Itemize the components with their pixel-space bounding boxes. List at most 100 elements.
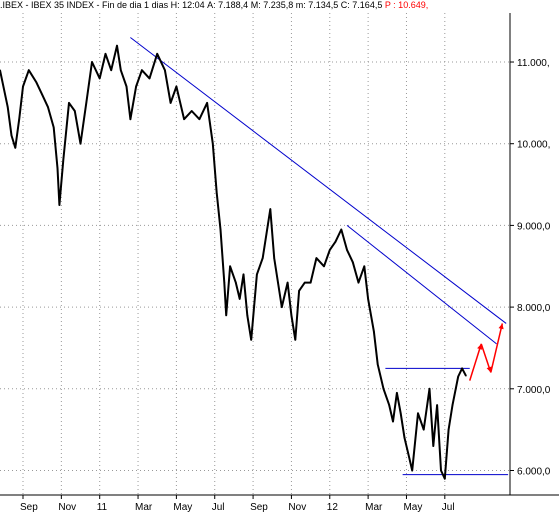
series-point-62 bbox=[323, 265, 325, 268]
series-point-81 bbox=[417, 412, 419, 415]
y-tick-label-4: 10.000, bbox=[517, 140, 550, 151]
series-point-15 bbox=[73, 110, 76, 112]
series-point-39 bbox=[219, 228, 222, 231]
series-point-5 bbox=[22, 85, 24, 88]
series-point-18 bbox=[91, 61, 93, 63]
x-tick-label-10: May bbox=[403, 502, 422, 513]
series-point-42 bbox=[229, 265, 231, 268]
series-point-19 bbox=[98, 77, 101, 80]
series-point-75 bbox=[392, 420, 394, 423]
series-point-35 bbox=[198, 118, 201, 121]
series-point-25 bbox=[129, 118, 132, 121]
series-point-6 bbox=[27, 69, 30, 71]
series-point-72 bbox=[376, 363, 379, 366]
series-point-8 bbox=[41, 93, 43, 96]
gridlines bbox=[0, 13, 559, 496]
series-point-2 bbox=[10, 134, 13, 137]
series-point-91 bbox=[461, 367, 463, 370]
series-point-0 bbox=[0, 69, 1, 71]
series-point-1 bbox=[6, 106, 9, 108]
series-point-60 bbox=[309, 281, 312, 284]
x-tick-label-9: Mar bbox=[365, 502, 383, 513]
y-tick-label-2: 8.000,0 bbox=[517, 303, 551, 314]
series-point-11 bbox=[56, 167, 59, 170]
series-point-88 bbox=[447, 428, 450, 431]
series-line-0 bbox=[0, 44, 467, 480]
series-point-83 bbox=[428, 387, 431, 390]
chart-header: .IBEX - IBEX 35 INDEX - Fin de dia 1 dia… bbox=[0, 0, 559, 12]
series-point-89 bbox=[451, 404, 454, 406]
series-point-49 bbox=[261, 257, 264, 259]
series-point-78 bbox=[403, 437, 406, 439]
header-prefix: .IBEX - IBEX 35 INDEX - Fin de dia 1 dia… bbox=[0, 0, 169, 10]
series-point-9 bbox=[47, 106, 49, 108]
trendline-1 bbox=[346, 225, 497, 345]
series-point-10 bbox=[52, 126, 55, 129]
x-tick-label-11: Jul bbox=[442, 502, 455, 513]
series-point-43 bbox=[235, 281, 237, 284]
series-point-13 bbox=[62, 159, 65, 161]
series-point-27 bbox=[141, 69, 143, 71]
y-tick-label-3: 9.000,0 bbox=[517, 221, 551, 232]
x-tick-label-4: May bbox=[173, 502, 192, 513]
series-point-16 bbox=[79, 142, 82, 145]
header-mid: M: 7.235,8 bbox=[250, 0, 294, 10]
series-point-82 bbox=[422, 428, 425, 431]
series-point-59 bbox=[304, 281, 306, 284]
series-point-3 bbox=[14, 146, 17, 149]
series-point-37 bbox=[212, 142, 214, 145]
x-tick-label-1: Nov bbox=[58, 502, 76, 513]
header-last: P : 10.649, bbox=[384, 0, 429, 10]
series-point-86 bbox=[440, 469, 442, 472]
series-point-80 bbox=[411, 469, 414, 472]
series-point-32 bbox=[175, 85, 178, 88]
header-ask: A: 7.188,4 bbox=[207, 0, 249, 10]
series-point-45 bbox=[242, 273, 245, 276]
series-point-30 bbox=[164, 69, 166, 71]
series-point-41 bbox=[225, 314, 228, 317]
series-point-36 bbox=[206, 102, 208, 104]
series-point-4 bbox=[18, 118, 20, 121]
projection-arrows bbox=[469, 323, 504, 381]
series-point-65 bbox=[340, 228, 343, 231]
arrow-shaft-0 bbox=[469, 343, 482, 381]
x-tick-label-8: 12 bbox=[327, 502, 339, 513]
y-axis: 6.000,0 7.000,0 8.000,0 9.000,0 10.000, 11.00… bbox=[510, 58, 551, 477]
series-point-7 bbox=[35, 81, 38, 84]
series-point-54 bbox=[281, 306, 283, 308]
series-point-64 bbox=[334, 240, 337, 243]
x-tick-label-7: Nov bbox=[288, 502, 306, 513]
series-point-12 bbox=[58, 204, 61, 206]
series-point-87 bbox=[444, 477, 446, 480]
series-point-40 bbox=[223, 281, 226, 284]
series-point-24 bbox=[125, 85, 128, 88]
series-point-56 bbox=[290, 314, 293, 317]
series-point-61 bbox=[315, 257, 318, 259]
series-point-48 bbox=[256, 273, 258, 276]
series-point-33 bbox=[183, 118, 185, 121]
series-point-53 bbox=[277, 281, 279, 284]
series-point-22 bbox=[116, 44, 118, 47]
series-point-66 bbox=[346, 249, 348, 251]
series-point-47 bbox=[250, 338, 252, 341]
series-point-85 bbox=[436, 404, 438, 406]
series-point-57 bbox=[294, 338, 297, 341]
series-point-92 bbox=[465, 374, 467, 377]
series-point-68 bbox=[357, 281, 360, 284]
series-point-46 bbox=[246, 314, 249, 317]
series-point-79 bbox=[407, 453, 410, 455]
series-point-44 bbox=[238, 298, 241, 300]
series-point-20 bbox=[104, 53, 107, 55]
price-series bbox=[0, 44, 467, 480]
series-point-84 bbox=[432, 445, 435, 447]
series-point-23 bbox=[119, 69, 122, 71]
trendline-0 bbox=[130, 37, 507, 324]
header-min: m: 7.134,5 bbox=[295, 0, 339, 10]
series-point-67 bbox=[351, 261, 354, 263]
x-tick-label-5: Jul bbox=[212, 502, 225, 513]
series-point-26 bbox=[135, 85, 137, 88]
arrow-shaft-2 bbox=[490, 323, 504, 373]
series-point-90 bbox=[457, 375, 460, 378]
series-point-28 bbox=[148, 77, 151, 80]
